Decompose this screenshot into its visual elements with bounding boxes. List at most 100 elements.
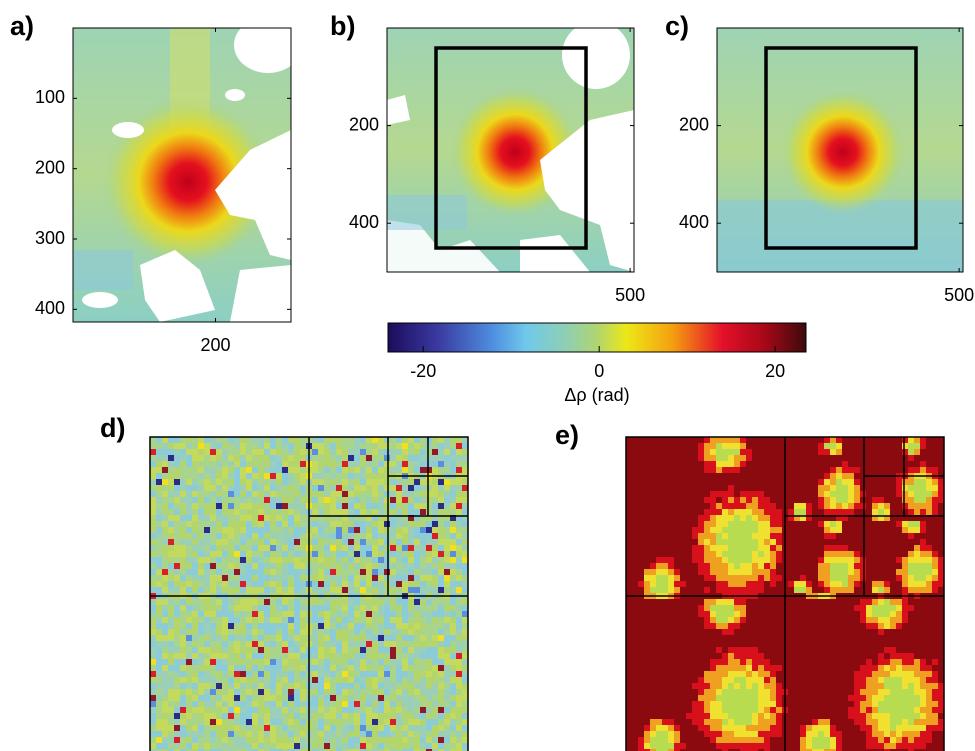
pixel xyxy=(806,557,813,564)
pixel xyxy=(336,659,343,666)
pixel xyxy=(842,479,849,486)
pixel xyxy=(216,707,223,714)
pixel xyxy=(656,449,663,456)
pixel xyxy=(336,587,343,594)
pixel xyxy=(414,731,421,738)
pixel xyxy=(674,473,681,480)
pixel xyxy=(668,515,675,522)
pixel xyxy=(734,671,741,678)
pixel xyxy=(414,653,421,660)
pixel xyxy=(438,521,445,528)
pixel xyxy=(360,581,367,588)
pixel xyxy=(938,503,945,510)
pixel xyxy=(360,539,367,546)
pixel xyxy=(150,629,157,636)
pixel xyxy=(776,521,783,528)
pixel xyxy=(668,677,675,684)
pixel xyxy=(884,653,891,660)
pixel xyxy=(228,515,235,522)
pixel xyxy=(626,455,633,462)
pixel xyxy=(414,575,421,582)
pixel xyxy=(884,443,891,450)
pixel xyxy=(162,629,169,636)
pixel xyxy=(384,611,391,618)
pixel xyxy=(764,677,771,684)
pixel xyxy=(252,569,259,576)
pixel xyxy=(740,659,747,666)
pixel xyxy=(674,611,681,618)
pixel xyxy=(366,725,373,732)
pixel xyxy=(716,557,723,564)
pixel xyxy=(348,539,355,546)
pixel xyxy=(222,473,229,480)
pixel xyxy=(462,581,469,588)
pixel xyxy=(722,455,729,462)
pixel xyxy=(294,671,301,678)
pixel xyxy=(444,707,451,714)
pixel xyxy=(198,515,205,522)
pixel xyxy=(650,473,657,480)
pixel xyxy=(800,653,807,660)
pixel xyxy=(632,569,639,576)
pixel xyxy=(300,707,307,714)
pixel xyxy=(378,443,385,450)
pixel xyxy=(204,575,211,582)
pixel xyxy=(836,569,843,576)
pixel xyxy=(758,509,765,516)
pixel xyxy=(800,443,807,450)
pixel xyxy=(686,569,693,576)
pixel xyxy=(252,473,259,480)
pixel xyxy=(704,581,711,588)
pixel xyxy=(872,575,879,582)
pixel xyxy=(686,671,693,678)
pixel xyxy=(854,497,861,504)
pixel xyxy=(426,665,433,672)
pixel xyxy=(228,557,235,564)
pixel xyxy=(198,569,205,576)
pixel xyxy=(878,599,885,606)
pixel xyxy=(740,563,747,570)
pixel xyxy=(444,725,451,732)
pixel xyxy=(270,569,277,576)
pixel xyxy=(644,473,651,480)
pixel xyxy=(354,659,361,666)
pixel xyxy=(788,611,795,618)
pixel xyxy=(378,533,385,540)
pixel xyxy=(836,629,843,636)
pixel xyxy=(318,665,325,672)
pixel xyxy=(432,743,439,750)
pixel xyxy=(668,461,675,468)
pixel xyxy=(420,563,427,570)
pixel xyxy=(156,485,163,492)
pixel xyxy=(776,509,783,516)
pixel xyxy=(686,545,693,552)
pixel xyxy=(222,551,229,558)
pixel xyxy=(686,581,693,588)
pixel xyxy=(366,467,373,474)
pixel xyxy=(396,743,403,750)
pixel xyxy=(420,449,427,456)
pixel xyxy=(240,641,247,648)
pixel xyxy=(258,473,265,480)
pixel xyxy=(342,677,349,684)
pixel xyxy=(770,623,777,630)
pixel xyxy=(842,581,849,588)
pixel xyxy=(228,521,235,528)
pixel xyxy=(408,725,415,732)
pixel xyxy=(830,659,837,666)
pixel xyxy=(818,443,825,450)
pixel xyxy=(264,551,271,558)
pixel xyxy=(402,563,409,570)
pixel xyxy=(384,581,391,588)
pixel xyxy=(462,611,469,618)
pixel xyxy=(270,503,277,510)
pixel xyxy=(764,485,771,492)
pixel xyxy=(342,623,349,630)
pixel xyxy=(372,731,379,738)
pixel xyxy=(150,743,157,750)
pixel xyxy=(246,497,253,504)
pixel xyxy=(794,605,801,612)
pixel xyxy=(192,713,199,720)
pixel xyxy=(878,467,885,474)
pixel xyxy=(734,545,741,552)
